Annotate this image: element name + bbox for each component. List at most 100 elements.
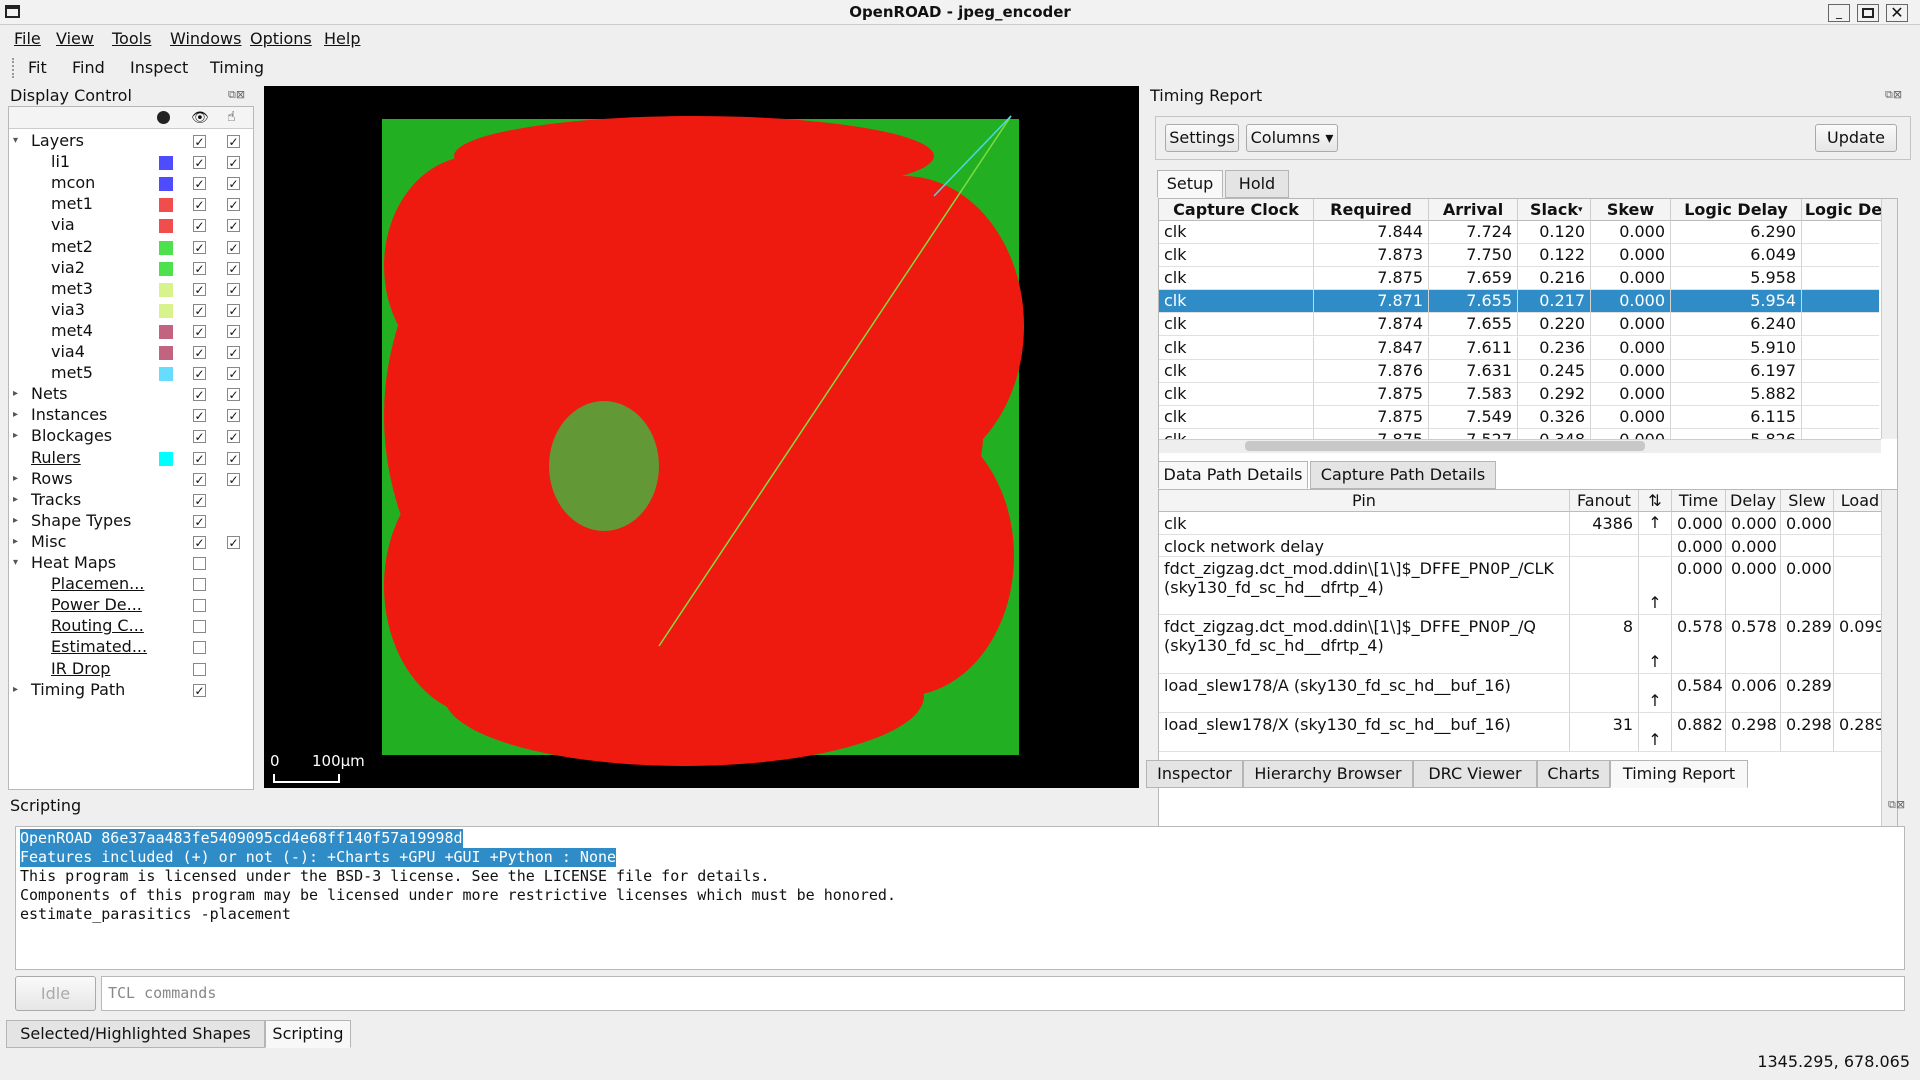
close-button[interactable]: ✕ <box>1886 4 1908 22</box>
checkbox[interactable]: ✓ <box>193 198 206 213</box>
tree-label[interactable]: mcon <box>51 173 96 193</box>
column-header[interactable]: Pin <box>1159 490 1570 512</box>
checkbox[interactable] <box>193 662 206 676</box>
checkbox[interactable]: ✓ <box>227 388 240 403</box>
tree-label[interactable]: Nets <box>31 384 68 404</box>
toolbar-button[interactable]: Update <box>1815 124 1897 152</box>
checkbox[interactable]: ✓ <box>193 493 206 508</box>
checkbox[interactable]: ✓ <box>193 430 206 445</box>
tree-label[interactable]: met3 <box>51 278 93 298</box>
checkbox[interactable]: ✓ <box>227 261 240 276</box>
menu-item[interactable]: Help <box>324 29 361 48</box>
tab[interactable]: Scripting <box>265 1020 351 1048</box>
column-header[interactable]: Capture Clock <box>1159 199 1314 221</box>
checkbox[interactable]: ✓ <box>227 409 240 424</box>
tree-label[interactable]: Misc <box>31 531 67 551</box>
menu-item[interactable]: Windows <box>170 29 242 48</box>
checkbox[interactable]: ✓ <box>227 177 240 192</box>
column-header[interactable]: Logic Delay <box>1671 199 1802 221</box>
checkbox[interactable]: ✓ <box>193 156 206 171</box>
tree-label[interactable]: Timing Path <box>31 679 126 699</box>
tab[interactable]: Inspector <box>1146 760 1243 788</box>
tab[interactable]: Hierarchy Browser <box>1243 760 1413 788</box>
dock-buttons[interactable]: ⧉⊠ <box>228 88 246 101</box>
checkbox[interactable]: ✓ <box>193 219 206 234</box>
checkbox[interactable]: ✓ <box>193 135 206 149</box>
tab[interactable]: Setup <box>1157 170 1223 198</box>
tree-label[interactable]: met1 <box>51 194 93 214</box>
checkbox[interactable]: ✓ <box>227 472 240 487</box>
tree-label[interactable]: li1 <box>51 152 71 172</box>
column-header[interactable]: Skew <box>1591 199 1671 221</box>
checkbox[interactable]: ✓ <box>193 683 206 698</box>
menu-item[interactable]: Tools <box>112 29 152 48</box>
checkbox[interactable]: ✓ <box>193 177 206 192</box>
dock-buttons[interactable]: ⧉⊠ <box>1885 88 1903 101</box>
column-header[interactable]: Slack <box>1518 199 1591 221</box>
checkbox[interactable] <box>193 620 206 634</box>
tree-label[interactable]: Routing C... <box>51 616 144 636</box>
tab[interactable]: Timing Report <box>1610 760 1748 788</box>
checkbox[interactable]: ✓ <box>227 367 240 382</box>
checkbox[interactable]: ✓ <box>193 514 206 529</box>
checkbox[interactable]: ✓ <box>193 535 206 550</box>
tree-label[interactable]: Instances <box>31 405 108 425</box>
tab[interactable]: Selected/Highlighted Shapes <box>6 1020 265 1048</box>
checkbox[interactable]: ✓ <box>227 282 240 297</box>
tree-label[interactable]: Estimated... <box>51 637 148 657</box>
tree-label[interactable]: Shape Types <box>31 510 132 530</box>
checkbox[interactable]: ✓ <box>227 135 240 149</box>
maximize-button[interactable] <box>1857 4 1879 22</box>
checkbox[interactable] <box>193 599 206 613</box>
dock-buttons[interactable]: ⧉⊠ <box>1888 798 1906 811</box>
tab[interactable]: Data Path Details <box>1158 461 1308 489</box>
toolbar-button[interactable]: Find <box>72 58 105 77</box>
checkbox[interactable]: ✓ <box>193 346 206 360</box>
menu-item[interactable]: File <box>14 29 41 48</box>
tree-label[interactable]: met2 <box>51 236 93 256</box>
checkbox[interactable]: ✓ <box>193 324 206 339</box>
checkbox[interactable]: ✓ <box>193 261 206 276</box>
tree-label[interactable]: Power De... <box>51 595 142 615</box>
toolbar-button[interactable]: Settings <box>1165 124 1239 152</box>
checkbox[interactable]: ✓ <box>193 472 206 487</box>
tree-label[interactable]: met4 <box>51 320 93 340</box>
tree-label[interactable]: via4 <box>51 342 85 361</box>
tree-label[interactable]: Blockages <box>31 426 113 446</box>
column-header[interactable]: Logic De <box>1802 199 1886 221</box>
tree-label[interactable]: via3 <box>51 299 85 319</box>
checkbox[interactable] <box>193 557 206 570</box>
tree-label[interactable]: IR Drop <box>51 658 111 678</box>
menu-item[interactable]: View <box>56 29 94 48</box>
checkbox[interactable]: ✓ <box>227 346 240 360</box>
checkbox[interactable]: ✓ <box>227 535 240 550</box>
tree-label[interactable]: met5 <box>51 363 93 383</box>
column-header[interactable]: Delay <box>1726 490 1781 512</box>
checkbox[interactable]: ✓ <box>227 198 240 213</box>
tree-label[interactable]: Rulers <box>31 447 81 467</box>
toolbar-button[interactable]: Timing <box>210 58 265 77</box>
toolbar-button[interactable]: Columns ▾ <box>1246 124 1338 152</box>
checkbox[interactable] <box>193 641 206 655</box>
checkbox[interactable]: ✓ <box>193 451 206 466</box>
column-header[interactable]: Arrival <box>1429 199 1518 221</box>
column-header[interactable]: Time <box>1672 490 1726 512</box>
toolbar-button[interactable]: Inspect <box>130 58 189 77</box>
tree-label[interactable]: Rows <box>31 468 73 488</box>
checkbox[interactable]: ✓ <box>227 303 240 318</box>
checkbox[interactable]: ✓ <box>193 282 206 297</box>
column-header[interactable]: Fanout <box>1570 490 1639 512</box>
tab[interactable]: Capture Path Details <box>1310 461 1496 489</box>
tree-label[interactable]: via2 <box>51 257 85 277</box>
tree-label[interactable]: Tracks <box>31 489 82 509</box>
checkbox[interactable]: ✓ <box>227 324 240 339</box>
column-header[interactable]: Required <box>1314 199 1429 221</box>
toolbar-button[interactable]: Fit <box>28 58 47 77</box>
column-header[interactable]: Load <box>1834 490 1887 512</box>
checkbox[interactable]: ✓ <box>227 240 240 255</box>
tree-label[interactable]: Heat Maps <box>31 553 117 572</box>
column-header[interactable]: ⇅ <box>1639 490 1672 512</box>
tree-label[interactable]: Layers <box>31 131 84 150</box>
tab[interactable]: Charts <box>1537 760 1610 788</box>
tab[interactable]: DRC Viewer <box>1413 760 1537 788</box>
